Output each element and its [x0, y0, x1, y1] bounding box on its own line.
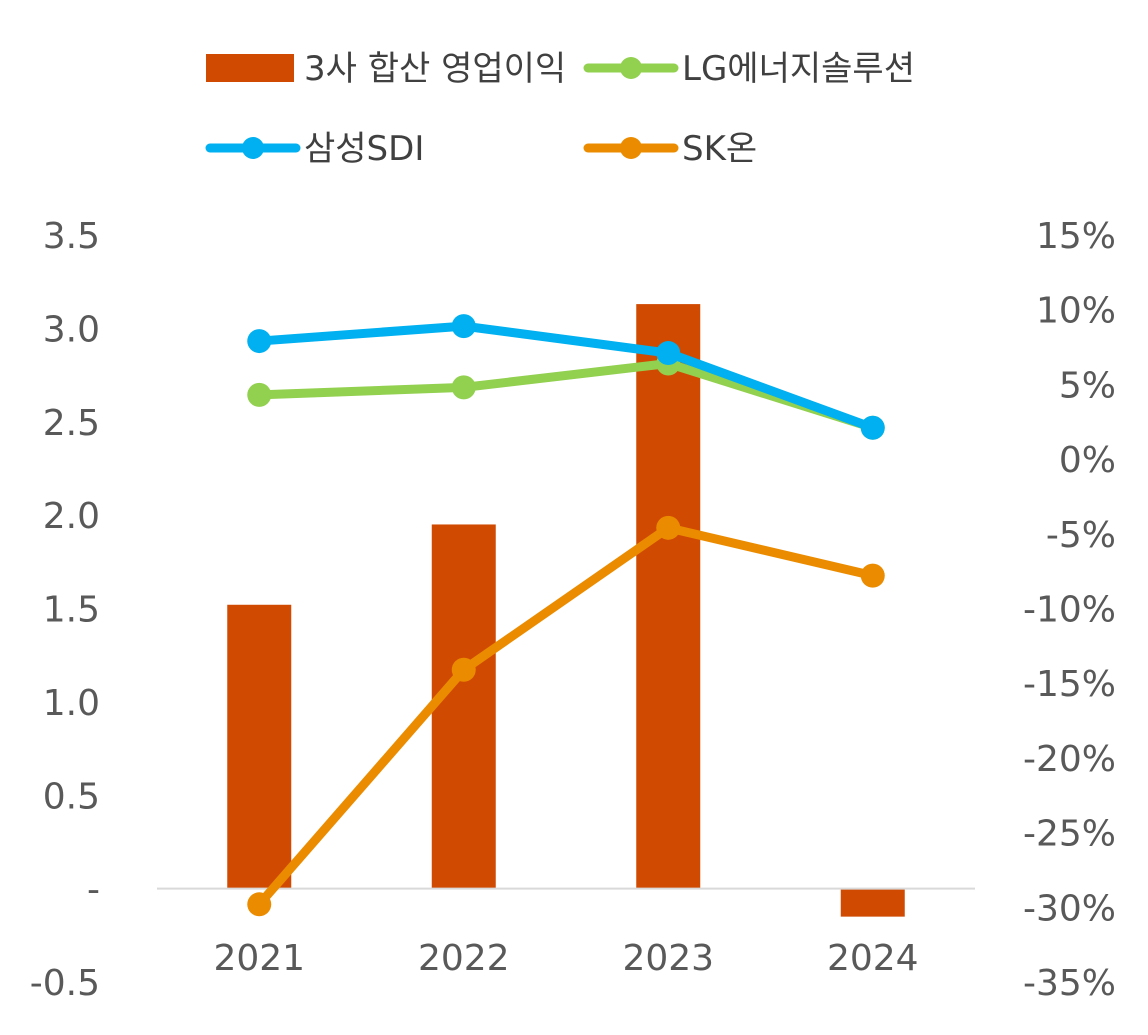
- right-tick-label: -10%: [1023, 590, 1116, 631]
- left-tick-label: 1.5: [43, 590, 100, 631]
- right-tick-label: -5%: [1046, 515, 1116, 556]
- series-point: [247, 329, 272, 354]
- series-line: [254, 523, 878, 909]
- bar: [636, 304, 701, 889]
- right-tick-label: 10%: [1036, 291, 1116, 332]
- left-tick-label: 3.5: [43, 216, 100, 257]
- series-lines: [247, 314, 885, 917]
- legend-marker: [620, 137, 642, 159]
- left-tick-label: -: [87, 870, 100, 911]
- legend-marker: [242, 137, 264, 159]
- series-point: [656, 341, 681, 366]
- series-line: [254, 358, 878, 433]
- legend-label: 3사 합산 영업이익: [304, 49, 566, 89]
- series-point: [860, 563, 885, 588]
- left-tick-label: 2.0: [43, 496, 100, 537]
- left-tick-label: 2.5: [43, 403, 100, 444]
- legend-bar-swatch: [206, 54, 294, 82]
- right-tick-label: 0%: [1059, 440, 1116, 481]
- series-point: [656, 515, 681, 540]
- legend-label: 삼성SDI: [304, 129, 424, 169]
- right-tick-label: 15%: [1036, 216, 1116, 257]
- series-point: [451, 375, 476, 400]
- x-tick-label: 2024: [827, 938, 919, 979]
- left-tick-label: 0.5: [43, 776, 100, 817]
- left-tick-label: 1.0: [43, 683, 100, 724]
- x-tick-label: 2021: [213, 938, 305, 979]
- legend-label: LG에너지솔루션: [682, 49, 915, 89]
- bars: [227, 304, 905, 917]
- right-axis: 15% 10% 5% 0% -5% -10% -15% -20% -25% -30% -35%: [1023, 216, 1116, 1004]
- series-point: [247, 382, 272, 407]
- left-axis: 3.5 3.0 2.5 2.0 1.5 1.0 0.5 - -0.5: [30, 216, 100, 1004]
- x-tick-label: 2023: [622, 938, 714, 979]
- left-tick-label: -0.5: [30, 963, 100, 1004]
- left-tick-label: 3.0: [43, 309, 100, 350]
- bar: [431, 524, 496, 889]
- right-tick-label: 5%: [1059, 365, 1116, 406]
- series-point: [451, 314, 476, 339]
- right-tick-label: -20%: [1023, 739, 1116, 780]
- series-point: [451, 657, 476, 682]
- x-axis: 2021 2022 2023 2024: [213, 938, 918, 979]
- series-point: [860, 415, 885, 440]
- bar: [227, 604, 292, 889]
- legend-marker: [620, 57, 642, 79]
- right-tick-label: -30%: [1023, 888, 1116, 929]
- x-tick-label: 2022: [418, 938, 510, 979]
- legend-label: SK온: [682, 129, 757, 169]
- series-point: [247, 892, 272, 917]
- right-tick-label: -25%: [1023, 814, 1116, 855]
- series-line: [254, 321, 878, 433]
- bar: [840, 888, 905, 917]
- right-tick-label: -15%: [1023, 664, 1116, 705]
- right-tick-label: -35%: [1023, 963, 1116, 1004]
